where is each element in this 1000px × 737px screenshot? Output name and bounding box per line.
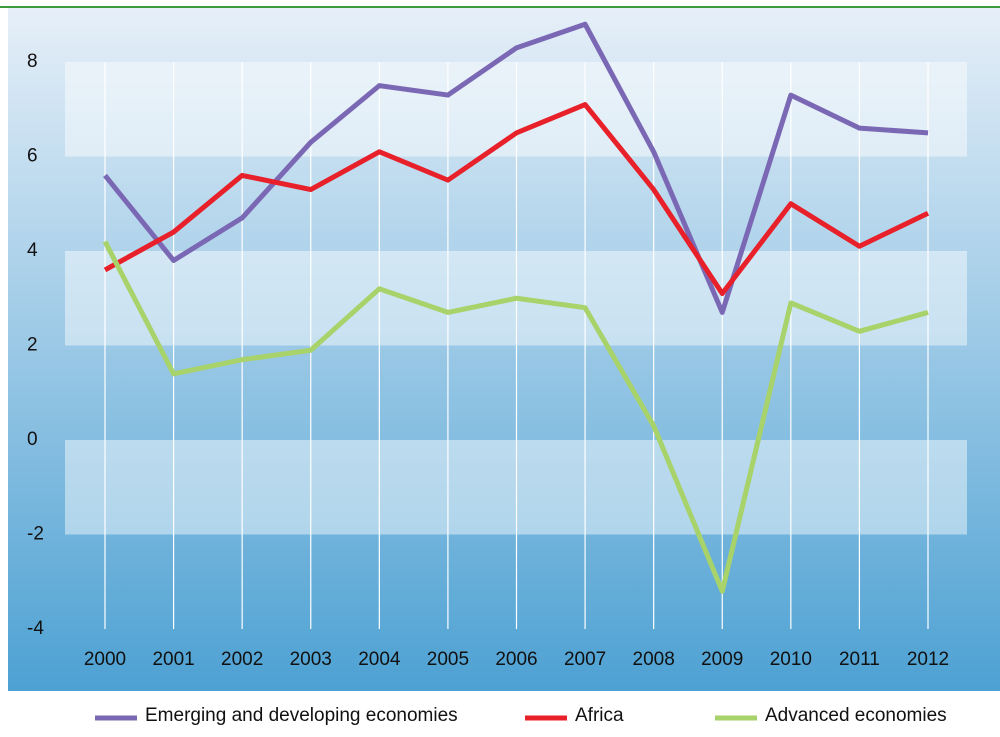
x-tick-label: 2004 bbox=[358, 649, 401, 670]
legend-label: Advanced economies bbox=[765, 705, 947, 726]
x-tick-label: 2012 bbox=[907, 649, 949, 670]
legend-label: Africa bbox=[575, 705, 624, 726]
x-tick-label: 2001 bbox=[152, 649, 194, 670]
x-tick-label: 2002 bbox=[221, 649, 263, 670]
x-tick-label: 2010 bbox=[770, 649, 812, 670]
y-tick-label: 2 bbox=[27, 335, 38, 356]
x-tick-label: 2007 bbox=[564, 649, 606, 670]
y-tick-label: -2 bbox=[27, 524, 44, 545]
x-tick-label: 2009 bbox=[701, 649, 743, 670]
series-line bbox=[103, 21, 929, 315]
y-tick-label: 8 bbox=[27, 51, 38, 72]
x-tick-label: 2011 bbox=[839, 649, 880, 670]
series-line bbox=[103, 102, 930, 297]
y-tick-label: 4 bbox=[27, 240, 38, 261]
y-tick-label: 0 bbox=[27, 429, 38, 450]
series-line bbox=[102, 240, 929, 594]
y-tick-label: -4 bbox=[27, 618, 44, 639]
x-tick-label: 2003 bbox=[290, 649, 332, 670]
y-tick-label: 6 bbox=[27, 146, 38, 167]
legend-label: Emerging and developing economies bbox=[145, 705, 458, 726]
x-tick-label: 2006 bbox=[495, 649, 537, 670]
x-tick-label: 2008 bbox=[633, 649, 675, 670]
x-tick-label: 2005 bbox=[427, 649, 469, 670]
x-tick-label: 2000 bbox=[84, 649, 126, 670]
